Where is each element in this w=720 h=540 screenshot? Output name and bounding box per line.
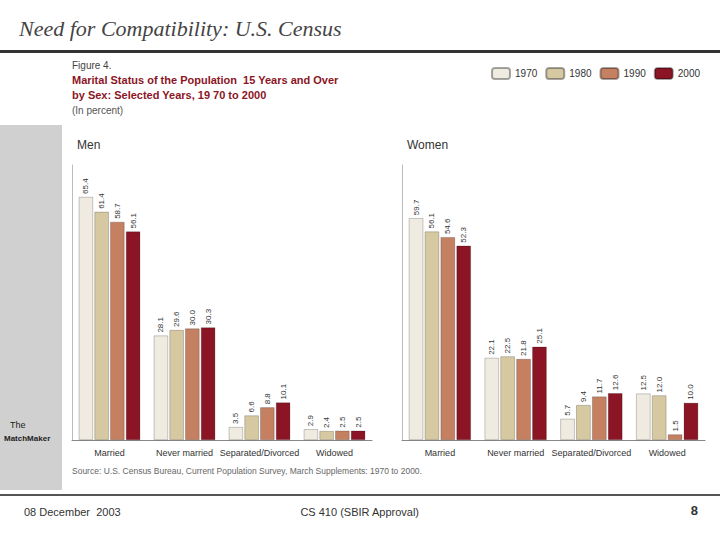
svg-text:2.9: 2.9: [306, 415, 315, 427]
svg-text:56.1: 56.1: [427, 212, 436, 228]
svg-text:30.3: 30.3: [204, 308, 213, 324]
svg-text:Figure 4.: Figure 4.: [72, 60, 111, 71]
svg-text:10.1: 10.1: [279, 383, 288, 399]
svg-text:1990: 1990: [624, 68, 647, 79]
svg-text:Married: Married: [94, 448, 125, 458]
svg-text:1970: 1970: [515, 68, 538, 79]
svg-text:Separated/Divorced: Separated/Divorced: [220, 448, 300, 458]
svg-text:12.6: 12.6: [611, 374, 620, 390]
svg-text:CS 410 (SBIR Approval): CS 410 (SBIR Approval): [300, 506, 419, 518]
svg-text:2.5: 2.5: [354, 416, 363, 428]
svg-text:2.4: 2.4: [322, 416, 331, 428]
svg-text:8.8: 8.8: [263, 393, 272, 405]
svg-text:12.0: 12.0: [655, 376, 664, 392]
svg-text:Women: Women: [407, 138, 448, 152]
svg-text:25.1: 25.1: [535, 328, 544, 344]
svg-text:MatchMaker: MatchMaker: [4, 434, 50, 443]
svg-text:59.7: 59.7: [412, 199, 421, 215]
svg-text:56.1: 56.1: [129, 212, 138, 228]
svg-text:Widowed: Widowed: [649, 448, 686, 458]
svg-text:3.5: 3.5: [231, 412, 240, 424]
svg-text:21.8: 21.8: [519, 340, 528, 356]
svg-text:Married: Married: [425, 448, 456, 458]
svg-text:22.5: 22.5: [503, 337, 512, 353]
svg-text:5.7: 5.7: [563, 404, 572, 416]
svg-text:1.5: 1.5: [671, 420, 680, 432]
svg-text:8: 8: [691, 503, 698, 518]
svg-text:Need for Compatibility: U.S. C: Need for Compatibility: U.S. Census: [18, 16, 342, 41]
svg-text:Widowed: Widowed: [316, 448, 353, 458]
svg-text:58.7: 58.7: [113, 203, 122, 219]
svg-text:2.5: 2.5: [338, 416, 347, 428]
svg-text:2000: 2000: [678, 68, 701, 79]
svg-text:Marital Status of the Populati: Marital Status of the Population 15 Year…: [72, 74, 339, 86]
svg-text:11.7: 11.7: [595, 378, 604, 394]
svg-text:22.1: 22.1: [487, 339, 496, 355]
svg-text:29.6: 29.6: [172, 311, 181, 327]
svg-text:1980: 1980: [569, 68, 592, 79]
svg-text:52.3: 52.3: [459, 227, 468, 243]
svg-text:Never married: Never married: [156, 448, 213, 458]
svg-text:08 December 2003: 08 December 2003: [24, 506, 121, 518]
svg-text:Source: U.S. Census Bureau, Cu: Source: U.S. Census Bureau, Current Popu…: [72, 466, 422, 476]
svg-text:by Sex: Selected Years, 19 70: by Sex: Selected Years, 19 70 to 2000: [72, 89, 266, 101]
svg-text:9.4: 9.4: [579, 390, 588, 402]
svg-text:54.6: 54.6: [443, 218, 452, 234]
svg-text:10.0: 10.0: [686, 384, 695, 400]
svg-text:28.1: 28.1: [156, 316, 165, 332]
svg-text:Never married: Never married: [487, 448, 544, 458]
svg-text:65.4: 65.4: [81, 178, 90, 194]
svg-text:Men: Men: [77, 138, 100, 152]
svg-text:12.5: 12.5: [639, 374, 648, 390]
svg-text:6.6: 6.6: [247, 401, 256, 413]
svg-text:(In percent): (In percent): [72, 105, 123, 116]
svg-text:30.0: 30.0: [188, 309, 197, 325]
svg-text:61.4: 61.4: [97, 193, 106, 209]
svg-text:Separated/Divorced: Separated/Divorced: [552, 448, 632, 458]
svg-text:The: The: [10, 420, 26, 430]
